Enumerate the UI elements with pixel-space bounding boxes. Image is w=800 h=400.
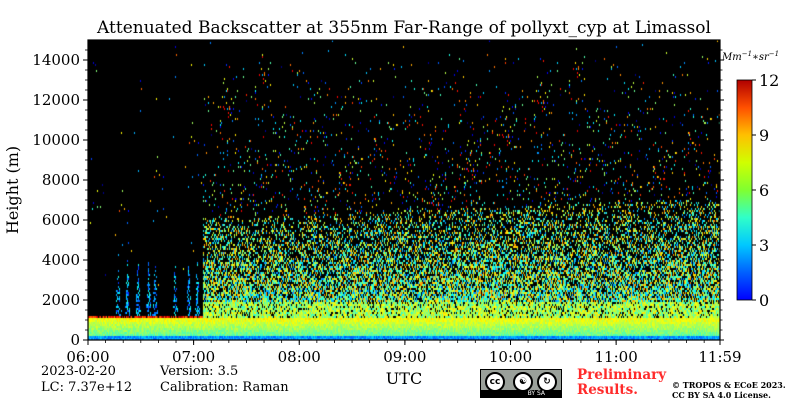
- x-tick-label: 11:59: [698, 348, 741, 366]
- y-tick-label: 10000: [32, 131, 80, 149]
- calibration-text: Calibration: Raman: [160, 380, 289, 395]
- version-text: Version: 3.5: [160, 364, 239, 379]
- x-tick-label: 06:00: [66, 348, 109, 366]
- preliminary-results-note: Preliminary Results.: [577, 368, 666, 398]
- x-axis: 06:00 07:00 08:00 09:00 10:00 11:00 11:59: [66, 340, 742, 366]
- backscatter-heatmap: [88, 40, 720, 340]
- x-axis-label: UTC: [386, 369, 422, 388]
- x-tick-label: 09:00: [383, 348, 426, 366]
- colorbar-tick-label: 3: [759, 236, 769, 255]
- date-text: 2023-02-20: [41, 364, 116, 379]
- colorbar: [736, 79, 753, 301]
- y-tick-label: 0: [70, 331, 80, 349]
- heatmap-raster: [88, 40, 720, 340]
- colorbar-ticks: 0 3 6 9 12: [752, 71, 779, 310]
- colorbar-tick-label: 9: [759, 126, 769, 145]
- preliminary-line-2: Results.: [577, 382, 638, 398]
- y-axis: 0 2000 4000 6000 8000 10000 12000 14000: [32, 49, 724, 349]
- y-tick-label: 14000: [32, 51, 80, 69]
- cc-icon: cc: [485, 372, 505, 392]
- colorbar-tick-label: 6: [759, 181, 769, 200]
- x-tick-label: 08:00: [278, 348, 321, 366]
- colorbar-tick-label: 12: [759, 71, 779, 90]
- preliminary-line-1: Preliminary: [577, 367, 667, 383]
- y-tick-label: 2000: [42, 291, 80, 309]
- cc-license-badge: cc ☯ ↻ BY SA: [480, 369, 562, 398]
- y-tick-label: 4000: [42, 251, 80, 269]
- x-tick-label: 11:00: [595, 348, 638, 366]
- copyright-note: © TROPOS & ECoE 2023. CC BY SA 4.0 Licen…: [672, 380, 786, 400]
- x-tick-label: 10:00: [489, 348, 532, 366]
- chart-title: Attenuated Backscatter at 355nm Far-Rang…: [96, 18, 711, 38]
- colorbar-tick-label: 0: [759, 291, 769, 310]
- y-axis-label: Height (m): [3, 146, 22, 234]
- x-tick-label: 07:00: [172, 348, 215, 366]
- y-tick-label: 12000: [32, 91, 80, 109]
- lidar-constant-text: LC: 7.37e+12: [41, 380, 133, 395]
- copyright-line-1: © TROPOS & ECoE 2023.: [672, 380, 786, 390]
- colorbar-unit-label: Mm−1∗sr−1: [721, 50, 779, 63]
- y-tick-label: 8000: [42, 171, 80, 189]
- y-tick-label: 6000: [42, 211, 80, 229]
- cc-strip-label: BY SA: [481, 390, 561, 397]
- sa-icon: ↻: [537, 372, 557, 392]
- copyright-line-2: CC BY SA 4.0 License.: [672, 390, 771, 400]
- by-icon: ☯: [513, 372, 533, 392]
